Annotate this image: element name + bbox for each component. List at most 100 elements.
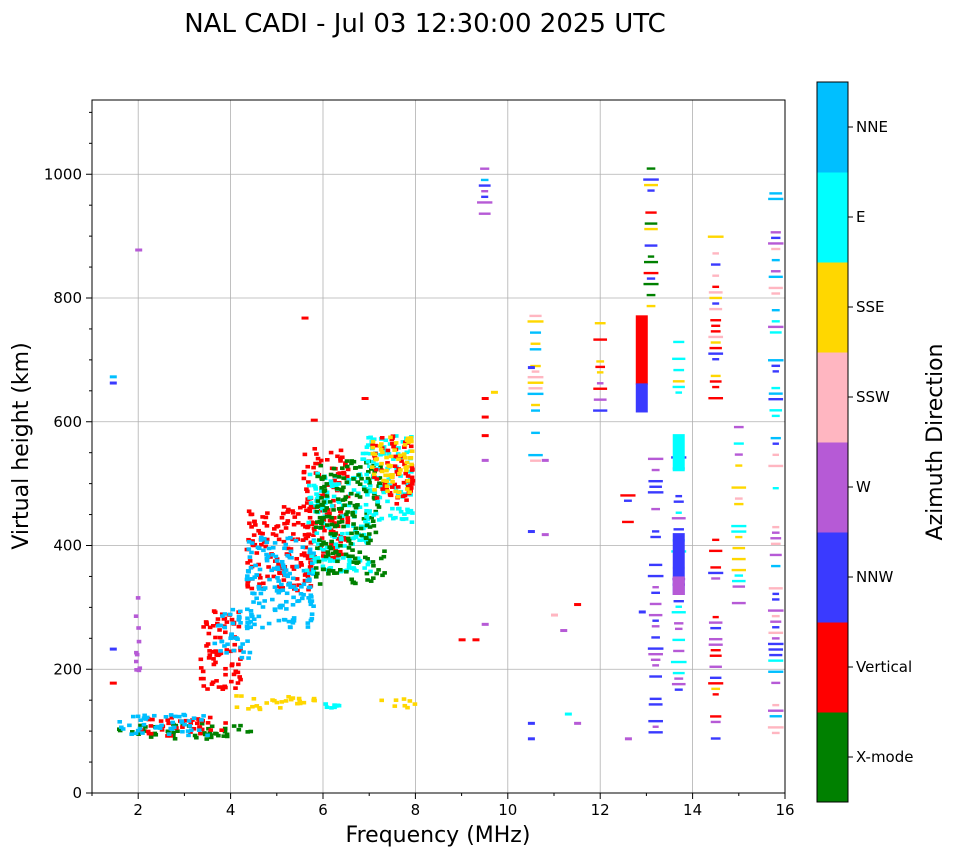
- data-point: [769, 715, 782, 718]
- data-point: [410, 467, 415, 472]
- data-bar: [672, 576, 685, 595]
- data-point: [672, 638, 686, 642]
- data-point: [282, 521, 287, 526]
- data-point: [527, 530, 535, 534]
- data-point: [624, 737, 632, 741]
- data-point: [392, 464, 398, 468]
- data-point: [355, 491, 361, 496]
- data-point: [208, 728, 214, 732]
- data-point: [772, 703, 780, 707]
- data-point: [218, 649, 223, 653]
- data-point: [365, 443, 371, 447]
- data-point: [768, 325, 784, 329]
- data-point: [236, 618, 242, 622]
- data-point: [238, 620, 243, 625]
- data-point: [388, 435, 393, 440]
- data-point: [170, 720, 175, 725]
- data-point: [332, 559, 338, 563]
- data-point: [361, 538, 366, 542]
- data-point: [768, 659, 784, 662]
- data-point: [347, 559, 353, 564]
- data-point: [201, 676, 206, 681]
- data-point: [330, 551, 336, 556]
- data-point: [365, 578, 370, 582]
- data-point: [771, 247, 781, 251]
- data-point: [349, 531, 354, 536]
- data-point: [674, 677, 684, 680]
- data-point: [364, 523, 370, 528]
- data-point: [250, 576, 255, 581]
- data-point: [527, 375, 544, 379]
- data-point: [408, 486, 414, 490]
- data-point: [343, 569, 349, 574]
- data-point: [297, 699, 303, 704]
- data-point: [247, 559, 253, 563]
- data-point: [359, 533, 364, 538]
- data-point: [408, 436, 414, 440]
- data-point: [305, 625, 311, 629]
- data-point: [731, 557, 746, 561]
- data-point: [675, 511, 682, 514]
- data-point: [339, 506, 344, 511]
- data-point: [290, 696, 296, 700]
- data-point: [284, 521, 290, 525]
- data-point: [382, 571, 387, 575]
- data-point: [710, 649, 721, 652]
- data-point: [360, 451, 366, 456]
- data-point: [771, 292, 781, 295]
- data-point: [306, 532, 312, 537]
- data-point: [397, 453, 403, 458]
- data-point: [264, 701, 270, 705]
- data-point: [402, 456, 408, 460]
- data-point: [373, 511, 379, 516]
- data-point: [560, 629, 568, 633]
- data-point: [731, 486, 747, 489]
- data-point: [334, 571, 340, 575]
- data-point: [346, 562, 352, 567]
- data-point: [355, 556, 361, 561]
- data-point: [223, 630, 228, 635]
- data-point: [256, 614, 262, 619]
- data-point: [772, 525, 780, 529]
- data-point: [373, 530, 379, 535]
- data-point: [151, 713, 157, 718]
- data-point: [394, 501, 400, 506]
- data-point: [323, 702, 329, 706]
- data-point: [282, 546, 287, 551]
- data-point: [312, 698, 317, 703]
- data-point: [158, 719, 164, 723]
- data-point: [359, 476, 364, 481]
- data-point: [480, 178, 489, 182]
- data-point: [675, 605, 682, 608]
- data-point: [339, 488, 345, 493]
- data-point: [768, 286, 783, 290]
- data-point: [279, 700, 285, 704]
- data-point: [710, 319, 722, 322]
- data-point: [375, 502, 380, 507]
- data-point: [366, 470, 371, 474]
- data-point: [369, 467, 374, 471]
- data-point: [648, 652, 663, 656]
- data-point: [238, 609, 243, 614]
- data-point: [273, 533, 279, 538]
- data-point: [529, 331, 542, 334]
- data-point: [292, 515, 298, 519]
- data-point: [321, 567, 327, 572]
- data-point: [771, 258, 780, 262]
- data-point: [405, 474, 411, 478]
- data-point: [311, 539, 317, 544]
- data-point: [261, 536, 267, 541]
- data-point: [404, 465, 410, 469]
- data-point: [309, 612, 315, 616]
- data-point: [365, 516, 370, 521]
- data-point: [541, 458, 549, 462]
- data-point: [307, 506, 312, 511]
- data-point: [731, 601, 746, 605]
- data-point: [353, 526, 359, 531]
- data-point: [254, 596, 259, 601]
- data-point: [337, 515, 342, 520]
- data-point: [287, 571, 292, 576]
- data-point: [281, 511, 286, 516]
- data-point: [366, 541, 371, 545]
- data-point: [390, 480, 395, 484]
